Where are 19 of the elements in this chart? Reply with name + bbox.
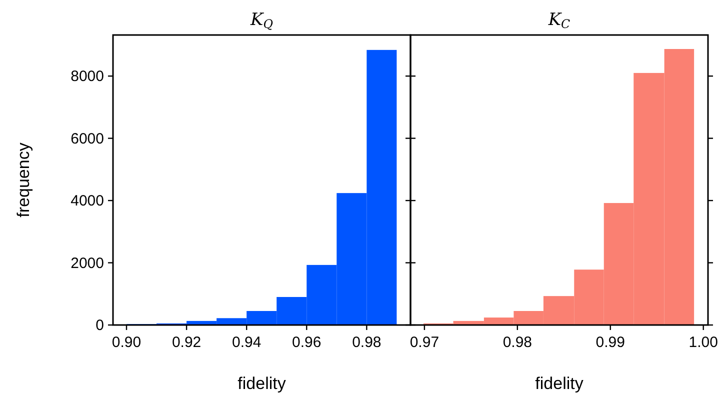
y-tick-label: 6000	[70, 130, 104, 148]
x-axis-title: fidelity	[238, 374, 286, 393]
x-tick-label: 0.94	[232, 334, 262, 351]
x-tick-label: 0.99	[596, 334, 625, 351]
y-tick-label: 4000	[70, 192, 104, 210]
x-tick-label: 0.96	[292, 334, 322, 351]
y-tick-label: 2000	[70, 254, 104, 272]
chart-title: K$_{C}$	[547, 10, 570, 31]
y-axis-title: frequency	[14, 142, 33, 218]
x-tick-label: 0.98	[352, 334, 382, 351]
x-axis-title: fidelity	[535, 374, 584, 393]
y-tick-label: 8000	[70, 68, 104, 86]
x-tick-label: 1.00	[688, 334, 718, 351]
x-tick-label: 0.98	[502, 334, 532, 351]
x-tick-label: 0.90	[112, 334, 142, 351]
x-tick-label: 0.92	[172, 334, 202, 351]
chart-title: K$_{Q}$	[250, 10, 274, 31]
x-tick-label: 0.97	[410, 334, 440, 351]
y-tick-label: 0	[96, 317, 104, 334]
